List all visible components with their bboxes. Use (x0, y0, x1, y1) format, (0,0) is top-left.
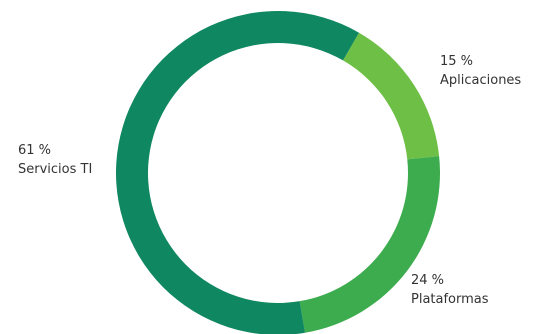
label-plataformas-name: Plataformas (411, 292, 489, 307)
donut-slice-servicios-ti (116, 11, 359, 334)
label-plataformas: 24 % Plataformas (411, 271, 489, 309)
label-aplicaciones-percent: 15 % (440, 54, 474, 69)
label-aplicaciones: 15 % Aplicaciones (440, 52, 521, 90)
donut-slice-aplicaciones (343, 32, 440, 160)
donut-slice-plataformas (299, 156, 441, 333)
label-plataformas-percent: 24 % (411, 273, 445, 288)
label-servicios-ti-name: Servicios TI (18, 162, 93, 177)
label-aplicaciones-name: Aplicaciones (440, 73, 522, 88)
label-servicios-ti-percent: 61 % (18, 143, 52, 158)
label-servicios-ti: 61 % Servicios TI (18, 141, 92, 179)
